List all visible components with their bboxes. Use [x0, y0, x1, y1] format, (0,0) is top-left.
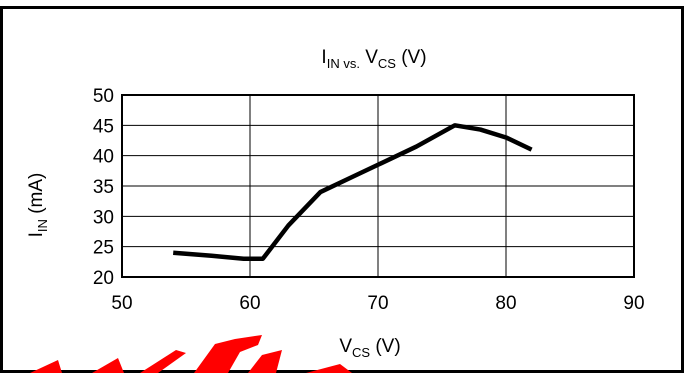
x-tick-labels: 50 60 70 80 90	[111, 293, 644, 314]
grid-lines	[121, 94, 635, 278]
y-axis-label: IIN (mA)	[26, 173, 50, 238]
stamp-stroke	[140, 350, 186, 373]
y-tick-label: 30	[93, 207, 114, 228]
x-axis-label: VCS (V)	[339, 336, 400, 360]
y-tick-label: 20	[93, 268, 114, 289]
y-tick-label: 50	[93, 86, 114, 107]
y-tick-label: 45	[93, 116, 114, 137]
plot-border	[121, 94, 635, 278]
chart-title: IIN vs. VCS (V)	[321, 47, 426, 71]
x-tick-label: 80	[495, 293, 516, 314]
y-tick-labels: 20 25 30 35 40 45 50	[93, 86, 114, 289]
y-tick-label: 40	[93, 147, 114, 168]
y-tick-label: 25	[93, 238, 114, 259]
stamp-stroke	[92, 358, 124, 373]
series-group	[173, 123, 533, 262]
series-line	[173, 123, 533, 262]
stamp-stroke	[194, 335, 262, 373]
stamp-stroke	[248, 350, 282, 373]
x-tick-label: 70	[367, 293, 388, 314]
y-tick-label: 35	[93, 177, 114, 198]
stamp-stroke	[306, 364, 352, 373]
x-tick-label: 50	[111, 293, 132, 314]
red-stamp-watermark	[30, 335, 352, 373]
x-tick-label: 90	[623, 293, 644, 314]
x-tick-label: 60	[239, 293, 260, 314]
stamp-stroke	[30, 360, 62, 373]
